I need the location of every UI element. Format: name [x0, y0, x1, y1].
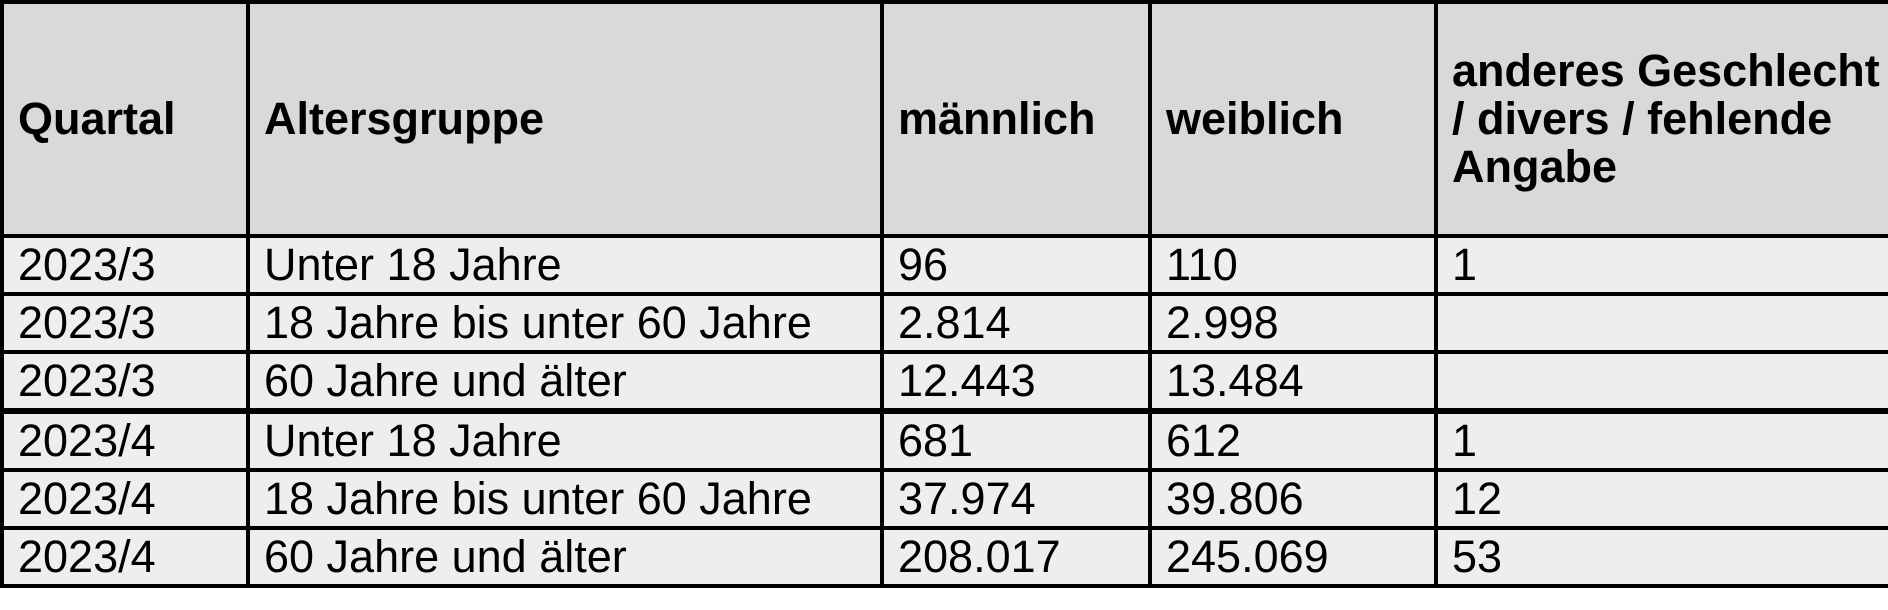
cell-altersgruppe: Unter 18 Jahre	[246, 408, 884, 472]
cell-altersgruppe: 18 Jahre bis unter 60 Jahre	[246, 468, 884, 530]
header-maennlich: männlich	[880, 0, 1152, 238]
cell-maennlich: 12.443	[880, 350, 1152, 413]
cell-weiblich: 39.806	[1148, 468, 1438, 530]
cell-weiblich: 612	[1148, 408, 1438, 472]
cell-weiblich: 245.069	[1148, 526, 1438, 588]
table-header: Quartal Altersgruppe männlich weiblich a…	[0, 0, 1888, 238]
cell-anderes: 53	[1434, 526, 1888, 588]
cell-altersgruppe: 18 Jahre bis unter 60 Jahre	[246, 292, 884, 354]
cell-maennlich: 37.974	[880, 468, 1152, 530]
header-anderes-geschlecht: anderes Geschlecht / divers / fehlende A…	[1434, 0, 1888, 238]
header-weiblich: weiblich	[1148, 0, 1438, 238]
cell-maennlich: 96	[880, 234, 1152, 296]
header-altersgruppe: Altersgruppe	[246, 0, 884, 238]
table-row: 2023/3 18 Jahre bis unter 60 Jahre 2.814…	[0, 292, 1888, 354]
cell-weiblich: 110	[1148, 234, 1438, 296]
cell-anderes	[1434, 292, 1888, 354]
table-row: 2023/3 60 Jahre und älter 12.443 13.484	[0, 350, 1888, 413]
cell-maennlich: 2.814	[880, 292, 1152, 354]
table-row: 2023/3 Unter 18 Jahre 96 110 1	[0, 234, 1888, 296]
cell-anderes: 1	[1434, 234, 1888, 296]
cell-anderes	[1434, 350, 1888, 413]
cell-quartal: 2023/3	[0, 350, 250, 413]
data-table: Quartal Altersgruppe männlich weiblich a…	[0, 0, 1888, 588]
cell-weiblich: 2.998	[1148, 292, 1438, 354]
cell-maennlich: 681	[880, 408, 1152, 472]
cell-weiblich: 13.484	[1148, 350, 1438, 413]
header-quartal: Quartal	[0, 0, 250, 238]
table-row: 2023/4 Unter 18 Jahre 681 612 1	[0, 408, 1888, 472]
cell-altersgruppe: 60 Jahre und älter	[246, 526, 884, 588]
table-row: 2023/4 60 Jahre und älter 208.017 245.06…	[0, 526, 1888, 588]
cell-quartal: 2023/4	[0, 468, 250, 530]
cell-quartal: 2023/3	[0, 292, 250, 354]
cell-quartal: 2023/4	[0, 526, 250, 588]
cell-altersgruppe: Unter 18 Jahre	[246, 234, 884, 296]
cell-altersgruppe: 60 Jahre und älter	[246, 350, 884, 413]
cell-quartal: 2023/3	[0, 234, 250, 296]
cell-quartal: 2023/4	[0, 408, 250, 472]
table-row: 2023/4 18 Jahre bis unter 60 Jahre 37.97…	[0, 468, 1888, 530]
cell-anderes: 12	[1434, 468, 1888, 530]
header-row: Quartal Altersgruppe männlich weiblich a…	[0, 0, 1888, 238]
cell-anderes: 1	[1434, 408, 1888, 472]
table-body: 2023/3 Unter 18 Jahre 96 110 1 2023/3 18…	[0, 234, 1888, 588]
cell-maennlich: 208.017	[880, 526, 1152, 588]
